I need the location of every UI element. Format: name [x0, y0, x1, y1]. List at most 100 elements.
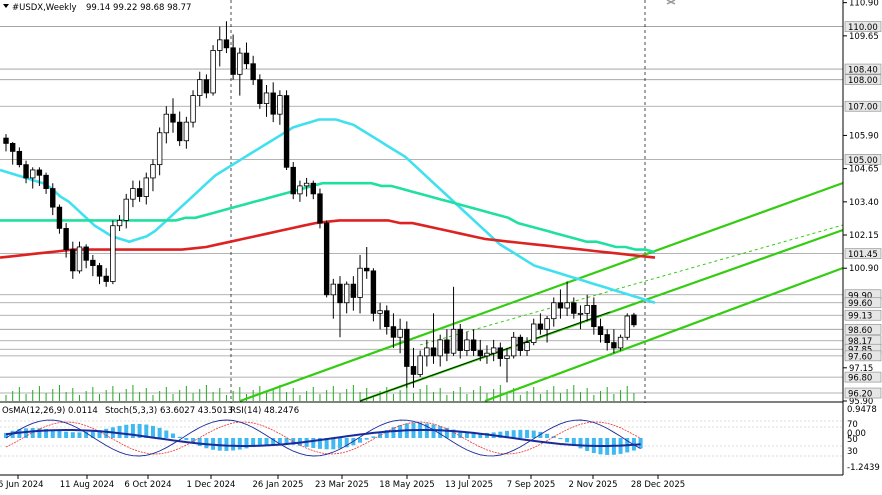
candle[interactable]: [3, 134, 9, 152]
candle[interactable]: [176, 111, 183, 147]
candle[interactable]: [90, 254, 96, 277]
candle[interactable]: [310, 180, 316, 200]
candle[interactable]: [230, 34, 236, 80]
candle[interactable]: [464, 331, 470, 356]
candle[interactable]: [70, 241, 76, 279]
candle[interactable]: [337, 276, 343, 338]
candle[interactable]: [303, 177, 310, 197]
candle[interactable]: [624, 313, 630, 340]
candle[interactable]: [9, 142, 16, 165]
candle[interactable]: [457, 323, 463, 359]
candle[interactable]: [23, 160, 29, 184]
candle[interactable]: [484, 345, 490, 364]
candle[interactable]: [557, 289, 564, 319]
candle[interactable]: [404, 321, 410, 388]
candle[interactable]: [143, 172, 149, 205]
candle[interactable]: [591, 297, 597, 335]
candle[interactable]: [524, 337, 530, 356]
candle[interactable]: [343, 281, 350, 314]
candle[interactable]: [377, 302, 383, 330]
candle[interactable]: [430, 313, 437, 364]
candle[interactable]: [617, 334, 624, 351]
candle[interactable]: [150, 159, 156, 192]
candle[interactable]: [537, 313, 544, 335]
candle[interactable]: [103, 268, 109, 287]
candle[interactable]: [397, 318, 403, 354]
candle[interactable]: [183, 116, 190, 149]
candle[interactable]: [597, 318, 604, 343]
candle[interactable]: [83, 244, 89, 269]
candle[interactable]: [410, 347, 417, 388]
candle[interactable]: [203, 74, 210, 99]
candle[interactable]: [56, 204, 63, 234]
candle[interactable]: [190, 90, 196, 128]
candle[interactable]: [497, 342, 504, 367]
candle[interactable]: [477, 339, 483, 362]
candle[interactable]: [76, 241, 83, 274]
candle[interactable]: [270, 82, 276, 123]
candle[interactable]: [250, 55, 256, 85]
candle[interactable]: [323, 220, 330, 298]
candle[interactable]: [357, 254, 363, 314]
main-plot-area[interactable]: [0, 0, 843, 401]
candle[interactable]: [243, 42, 250, 70]
candle[interactable]: [531, 318, 537, 346]
candle[interactable]: [156, 127, 163, 176]
candle[interactable]: [470, 329, 477, 356]
candle[interactable]: [283, 90, 290, 170]
candle[interactable]: [50, 183, 56, 216]
candle[interactable]: [290, 161, 296, 200]
candle[interactable]: [370, 268, 377, 322]
candle[interactable]: [317, 188, 323, 229]
candle[interactable]: [384, 305, 390, 335]
candle[interactable]: [330, 278, 337, 319]
candle[interactable]: [257, 74, 263, 109]
candle[interactable]: [30, 167, 36, 189]
candle[interactable]: [130, 180, 136, 208]
candle[interactable]: [197, 71, 203, 107]
candle[interactable]: [631, 312, 637, 328]
candle[interactable]: [96, 262, 103, 285]
indicator-panel[interactable]: [0, 403, 843, 475]
candle[interactable]: [571, 297, 577, 319]
candle[interactable]: [544, 316, 550, 343]
candle[interactable]: [584, 294, 590, 322]
candle[interactable]: [390, 313, 397, 348]
candle[interactable]: [277, 90, 283, 125]
candle[interactable]: [223, 21, 230, 54]
candle[interactable]: [237, 47, 243, 96]
close-icon[interactable]: [666, 0, 676, 5]
candle[interactable]: [437, 334, 443, 367]
candle[interactable]: [364, 246, 370, 279]
candle[interactable]: [210, 45, 216, 96]
candle[interactable]: [564, 281, 570, 317]
candle[interactable]: [116, 215, 123, 232]
candle[interactable]: [43, 172, 49, 194]
candle[interactable]: [444, 329, 450, 362]
candle[interactable]: [297, 180, 303, 202]
candle[interactable]: [16, 147, 23, 168]
dropdown-triangle-icon[interactable]: [3, 4, 9, 8]
candle[interactable]: [517, 334, 524, 356]
candle[interactable]: [551, 297, 557, 327]
candle[interactable]: [577, 305, 584, 330]
candle[interactable]: [417, 350, 423, 378]
candle[interactable]: [123, 193, 129, 229]
candle[interactable]: [604, 329, 610, 351]
candle[interactable]: [217, 26, 223, 67]
candle[interactable]: [504, 347, 510, 383]
candle[interactable]: [63, 223, 69, 258]
candle[interactable]: [490, 339, 497, 362]
candle[interactable]: [36, 167, 43, 186]
candle[interactable]: [170, 98, 176, 133]
candle[interactable]: [163, 106, 170, 144]
candle[interactable]: [611, 329, 617, 354]
candle[interactable]: [510, 331, 517, 359]
candle[interactable]: [450, 286, 457, 356]
candle[interactable]: [110, 220, 116, 285]
candle[interactable]: [263, 84, 270, 117]
candle[interactable]: [350, 276, 357, 311]
candle[interactable]: [136, 180, 143, 202]
